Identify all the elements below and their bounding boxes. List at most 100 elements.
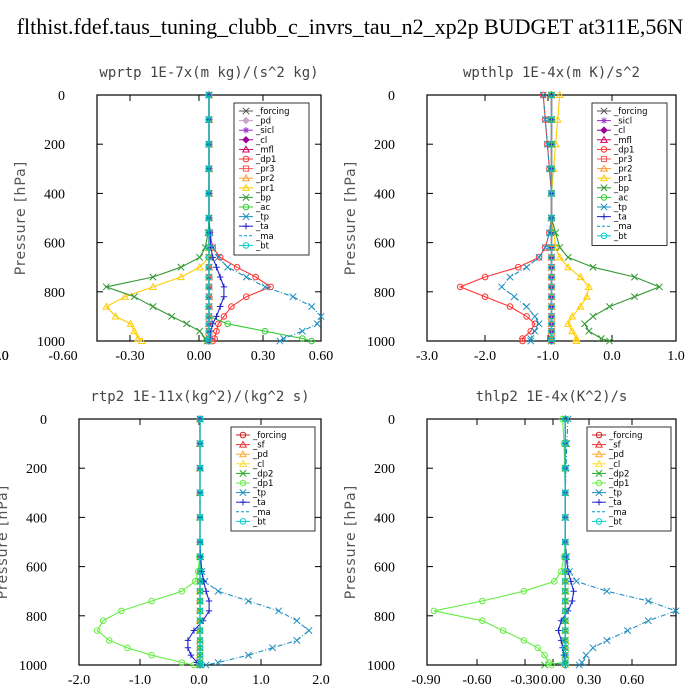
- data-point: [293, 636, 301, 644]
- data-point: [541, 651, 548, 659]
- data-point: [137, 336, 146, 345]
- legend-label: _ta: [255, 222, 269, 232]
- data-point: [603, 636, 611, 644]
- data-point: [499, 627, 507, 634]
- data-point: [118, 607, 125, 615]
- x-tick-label: -0.30: [115, 349, 144, 364]
- series-line: [104, 95, 210, 342]
- y-axis-label: Pressure [hPa]: [343, 485, 359, 599]
- data-point: [299, 335, 306, 342]
- data-point: [130, 293, 138, 301]
- data-point: [523, 313, 530, 320]
- y-axis-label: Pressure [hPa]: [13, 161, 29, 275]
- legend-marker: [594, 440, 604, 448]
- series-bt: [196, 415, 204, 669]
- legend-marker: [595, 469, 603, 477]
- legend-entry: _ma: [597, 222, 632, 232]
- data-point: [555, 253, 564, 261]
- legend-marker: [594, 459, 604, 467]
- y-tick-label: 400: [26, 511, 47, 526]
- legend-entry: _cl: [239, 136, 267, 146]
- data-point: [196, 514, 204, 521]
- legend-entry: _cl: [236, 459, 264, 470]
- data-point: [196, 627, 204, 634]
- legend-box: [233, 102, 310, 256]
- legend-entry: _dp2: [592, 469, 629, 479]
- legend-label: _ma: [608, 508, 627, 518]
- data-point: [548, 244, 555, 251]
- data-point: [548, 190, 555, 197]
- legend-entry: _tp: [592, 489, 622, 499]
- panel-title: rtp2 1E-11x(kg^2)/(kg^2 s): [90, 389, 309, 405]
- data-point: [196, 587, 204, 595]
- y-axis-label: Pressure [hPa]: [0, 485, 11, 599]
- data-point: [305, 627, 313, 635]
- data-point: [541, 244, 549, 251]
- data-point: [531, 327, 539, 335]
- legend-entry: _sf: [236, 440, 266, 451]
- data-point: [261, 283, 269, 291]
- legend-entry: _bt: [597, 232, 628, 242]
- series-dp1: [430, 415, 569, 669]
- y-tick-label: 200: [44, 138, 65, 153]
- data-point: [205, 116, 213, 123]
- data-point: [111, 312, 120, 320]
- x-tick-label: -0.90: [411, 673, 440, 688]
- data-point: [149, 273, 157, 281]
- data-point: [523, 263, 531, 271]
- x-tick-label: 0.0: [190, 673, 208, 688]
- legend-marker: [595, 499, 603, 506]
- legend-marker: [600, 184, 608, 192]
- legend-label: _dp1: [255, 155, 276, 165]
- data-point: [555, 90, 564, 99]
- data-point: [148, 282, 158, 290]
- legend-entry: _tp: [236, 489, 266, 499]
- legend-entry: _pr3: [597, 155, 633, 165]
- legend-entry: _pr2: [597, 164, 633, 175]
- data-point: [562, 607, 569, 615]
- legend-label: _ac: [255, 203, 270, 213]
- data-point: [572, 334, 581, 342]
- x-tick-label: -3.0: [416, 349, 438, 364]
- data-point: [506, 303, 514, 310]
- data-point: [205, 263, 213, 271]
- legend-entry: _pd: [239, 117, 271, 127]
- panel-title: wpthlp 1E-4x(m K)/s^2: [463, 65, 640, 81]
- legend-marker: [600, 213, 608, 220]
- legend-entry: _ma: [239, 232, 274, 242]
- data-point: [562, 415, 569, 423]
- legend-label: _bt: [252, 517, 267, 527]
- data-point: [589, 644, 597, 652]
- y-tick-label: 1000: [367, 659, 395, 674]
- legend-entry: _pr1: [239, 183, 275, 194]
- legend-entry: _ac: [597, 193, 628, 203]
- legend-label: _mfl: [255, 145, 274, 155]
- data-point: [562, 568, 569, 575]
- x-tick-label: -1.0: [129, 673, 151, 688]
- legend-label: _cl: [252, 460, 264, 470]
- series-dp1: [93, 415, 204, 669]
- data-point: [196, 659, 204, 666]
- data-point: [205, 273, 213, 281]
- legend-marker: [599, 164, 609, 172]
- data-point: [576, 302, 585, 310]
- legend-label: _pd: [255, 117, 271, 127]
- legend-label: _ma: [255, 232, 274, 242]
- data-point: [209, 254, 216, 261]
- legend-label: _sf: [252, 441, 266, 451]
- data-point: [481, 293, 489, 301]
- legend-marker: [239, 499, 247, 506]
- legend-label: _sf: [608, 441, 622, 451]
- data-point: [548, 661, 555, 669]
- legend-marker: [600, 194, 608, 201]
- data-point: [196, 578, 204, 585]
- data-point: [562, 489, 569, 497]
- data-point: [562, 661, 569, 669]
- data-point: [562, 644, 569, 652]
- legend-entry: _sicl: [597, 117, 632, 127]
- x-tick-label: 0.00: [541, 673, 566, 688]
- x-tick-label: -0.60: [48, 349, 77, 364]
- data-point: [630, 273, 639, 281]
- legend-marker: [242, 116, 250, 125]
